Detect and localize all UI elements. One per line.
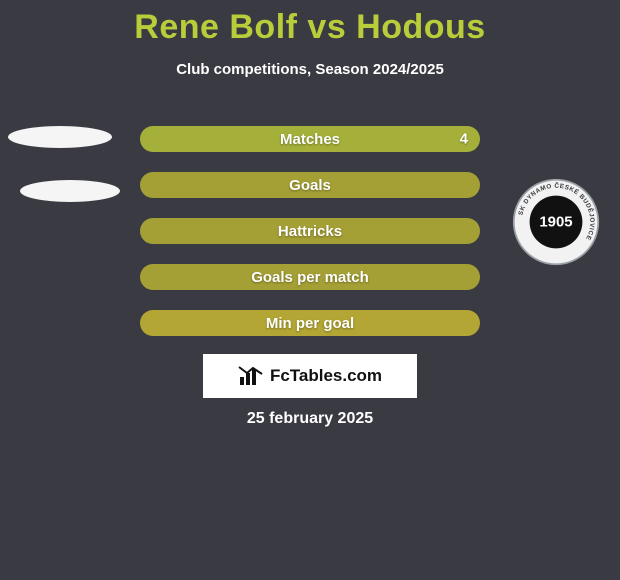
stat-label: Matches xyxy=(280,131,340,148)
subtitle: Club competitions, Season 2024/2025 xyxy=(0,61,620,78)
stat-row-goals-per-match: Goals per match xyxy=(140,264,480,290)
stat-row-matches: Matches 4 xyxy=(140,126,480,152)
stat-label: Goals per match xyxy=(251,269,369,286)
club-logo-year: 1905 xyxy=(539,213,572,230)
stat-label: Hattricks xyxy=(278,223,342,240)
fctables-text: FcTables.com xyxy=(270,366,382,386)
stat-row-min-per-goal: Min per goal xyxy=(140,310,480,336)
left-ellipse-2 xyxy=(20,180,120,202)
stat-value: 4 xyxy=(460,131,468,148)
stat-row-goals: Goals xyxy=(140,172,480,198)
date-text: 25 february 2025 xyxy=(0,410,620,428)
stat-label: Min per goal xyxy=(266,315,354,332)
stat-rows: Matches 4 Goals Hattricks Goals per matc… xyxy=(140,126,480,356)
stat-row-hattricks: Hattricks xyxy=(140,218,480,244)
page-title: Rene Bolf vs Hodous xyxy=(0,0,620,47)
left-ellipse-1 xyxy=(8,126,112,148)
bar-chart-icon xyxy=(238,365,264,387)
fctables-badge: FcTables.com xyxy=(203,354,417,398)
stat-label: Goals xyxy=(289,177,331,194)
club-logo: 1905 SK DYNAMO ČESKÉ BUDĚJOVICE xyxy=(512,178,600,266)
